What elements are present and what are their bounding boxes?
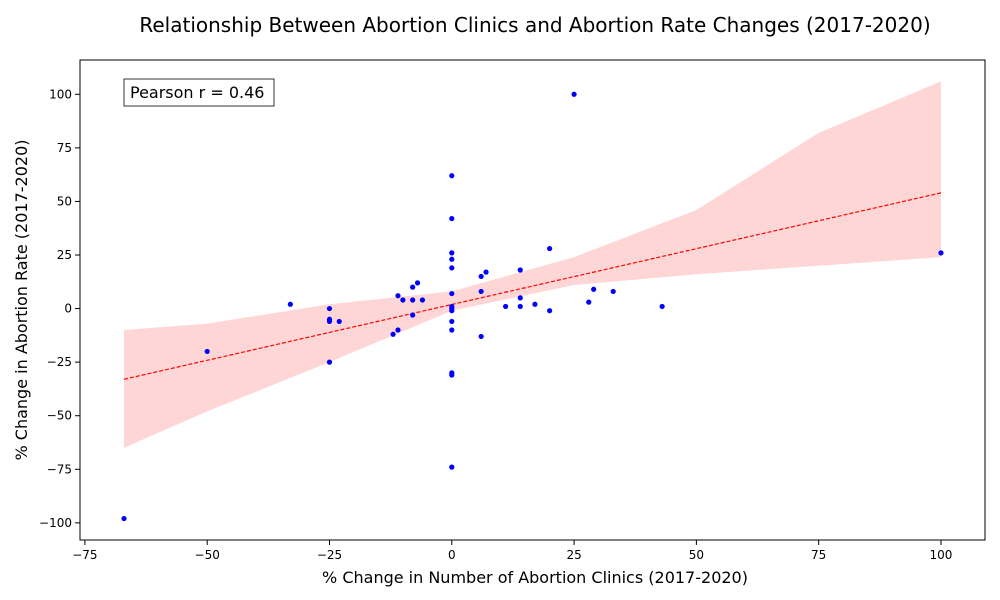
x-axis-ticks: −75 −50 −25 0 25 50 75 100 (72, 540, 952, 562)
x-tick-label: 100 (930, 548, 953, 562)
data-point (287, 301, 293, 307)
data-point (532, 301, 538, 307)
data-point (400, 297, 406, 303)
data-point (478, 333, 484, 340)
data-point (586, 299, 592, 305)
y-tick-label: −100 (39, 516, 72, 530)
y-tick-label: −50 (47, 409, 72, 423)
x-tick-label: 0 (448, 548, 456, 562)
y-tick-label: 75 (57, 141, 72, 155)
data-point (517, 295, 523, 301)
y-tick-label: 25 (57, 248, 72, 262)
data-point (336, 318, 342, 325)
data-point (449, 372, 455, 378)
pearson-annotation: Pearson r = 0.46 (130, 83, 264, 102)
y-tick-label: 50 (57, 194, 72, 208)
y-tick-label: 100 (49, 87, 72, 101)
data-point (659, 303, 665, 310)
x-tick-label: −50 (195, 548, 220, 562)
data-point (449, 290, 455, 297)
x-tick-label: 50 (689, 548, 704, 562)
data-point (938, 250, 944, 256)
data-point (419, 297, 426, 303)
data-point (121, 515, 127, 522)
data-point (414, 280, 421, 286)
x-tick-label: −75 (72, 548, 97, 562)
data-point (410, 312, 416, 318)
data-point (326, 318, 333, 325)
chart-title: Relationship Between Abortion Clinics an… (139, 13, 930, 37)
data-point (449, 464, 455, 470)
data-point (547, 245, 553, 252)
confidence-band (124, 81, 941, 448)
data-point (547, 308, 553, 314)
data-point (410, 284, 416, 290)
data-point (326, 305, 333, 312)
data-point (571, 91, 577, 97)
data-points (121, 91, 944, 522)
plot-area (121, 81, 944, 522)
data-point (395, 327, 401, 333)
data-point (478, 273, 484, 280)
data-point (483, 269, 489, 275)
y-tick-label: −75 (47, 462, 72, 476)
plot-frame (79, 59, 986, 541)
pearson-annotation-box: Pearson r = 0.46 (123, 78, 275, 107)
data-point (449, 173, 455, 179)
data-point (478, 288, 484, 295)
data-point (204, 348, 210, 355)
x-axis-label: % Change in Number of Abortion Clinics (… (322, 568, 748, 587)
data-point (502, 303, 509, 310)
regression-line (123, 192, 942, 380)
data-point (449, 215, 455, 222)
data-point (449, 318, 455, 325)
data-point (449, 327, 455, 333)
y-tick-label: −25 (47, 355, 72, 369)
data-point (517, 267, 523, 273)
data-point (449, 256, 455, 262)
data-point (395, 293, 401, 299)
data-point (610, 288, 616, 295)
y-axis-ticks: −100 −75 −50 −25 0 25 50 75 100 (39, 87, 80, 530)
data-point (517, 303, 523, 310)
data-point (449, 308, 455, 314)
data-point (449, 250, 455, 256)
data-point (390, 331, 396, 337)
y-axis-label: % Change in Abortion Rate (2017-2020) (12, 140, 31, 461)
data-point (410, 297, 416, 303)
x-tick-label: 25 (566, 548, 581, 562)
y-tick-label: 0 (64, 302, 72, 316)
x-tick-label: −25 (317, 548, 342, 562)
data-point (591, 286, 597, 292)
x-tick-label: 75 (811, 548, 826, 562)
data-point (449, 265, 455, 271)
data-point (326, 359, 333, 365)
